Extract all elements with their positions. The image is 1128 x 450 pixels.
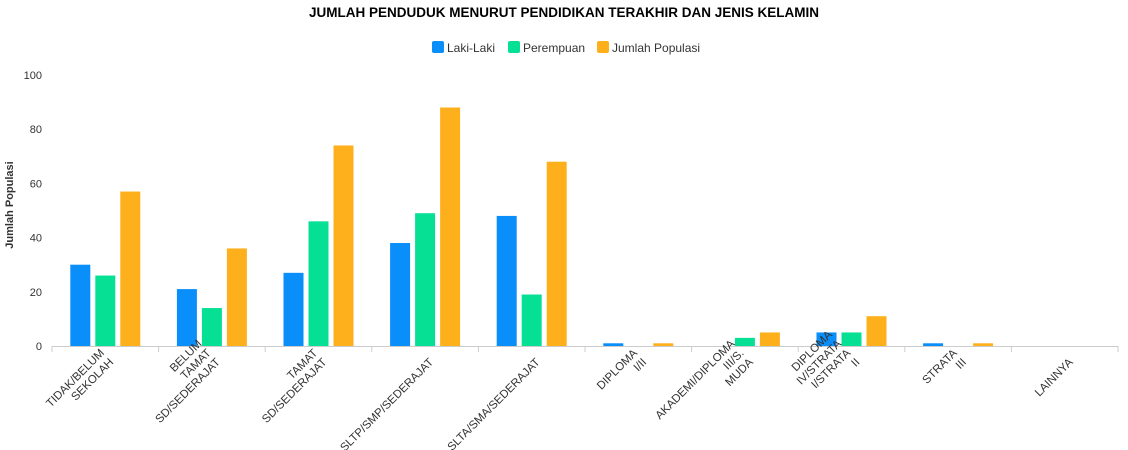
y-tick-label: 60 <box>30 178 42 190</box>
bar[interactable] <box>973 343 994 346</box>
y-tick-label: 20 <box>30 287 42 299</box>
x-tick-label: DIPLOMAI/II <box>595 347 650 402</box>
legend-label: Jumlah Populasi <box>612 41 700 55</box>
bar[interactable] <box>415 213 436 346</box>
bar[interactable] <box>521 294 542 346</box>
bar[interactable] <box>496 215 517 346</box>
bar[interactable] <box>546 161 567 346</box>
bar[interactable] <box>283 272 304 346</box>
x-tick-label: AKADEMI/DIPLOMAIII/S.MUDA <box>654 338 757 441</box>
legend-label: Perempuan <box>523 41 585 55</box>
bar[interactable] <box>841 332 862 346</box>
legend-item[interactable]: Perempuan <box>508 41 585 55</box>
legend-swatch <box>432 41 444 53</box>
y-tick-label: 40 <box>30 233 42 245</box>
bar[interactable] <box>866 316 887 346</box>
legend-swatch <box>508 41 520 53</box>
bars-group <box>70 107 994 347</box>
x-tick-label: SLTA/SMA/SEDERAJAT <box>446 356 543 450</box>
bar[interactable] <box>120 191 141 346</box>
bar[interactable] <box>759 332 780 346</box>
bar[interactable] <box>390 243 411 346</box>
legend-swatch <box>597 41 609 53</box>
bar[interactable] <box>440 107 461 347</box>
bar[interactable] <box>333 145 354 346</box>
bar[interactable] <box>603 343 624 346</box>
x-tick-label: SLTP/SMP/SEDERAJAT <box>338 356 436 450</box>
x-tick-label: TAMATSD/SEDERAJAT <box>251 347 330 426</box>
legend-label: Laki-Laki <box>447 41 495 55</box>
legend-item[interactable]: Jumlah Populasi <box>597 41 700 55</box>
bar[interactable] <box>923 343 944 346</box>
bar[interactable] <box>734 337 755 346</box>
x-tick-label: TIDAK/BELUMSEKOLAH <box>44 347 116 419</box>
y-tick-label: 80 <box>30 124 42 136</box>
legend-item[interactable]: Laki-Laki <box>432 41 495 55</box>
y-axis: 0 20 40 60 80 100 <box>24 70 42 353</box>
x-tick-label: BELUMTAMATSD/SEDERAJAT <box>135 338 223 426</box>
bar[interactable] <box>70 264 91 346</box>
bar[interactable] <box>201 308 222 346</box>
x-tick-label: LAINNYA <box>1033 356 1076 399</box>
y-axis-title: Jumlah Populasi <box>4 161 16 248</box>
y-tick-label: 0 <box>36 341 42 353</box>
bar[interactable] <box>95 275 116 346</box>
bar[interactable] <box>176 289 197 346</box>
chart-title: JUMLAH PENDUDUK MENURUT PENDIDIKAN TERAK… <box>309 5 819 20</box>
bar[interactable] <box>308 221 329 346</box>
legend: Laki-Laki Perempuan Jumlah Populasi <box>432 41 700 55</box>
x-tick-label: STRATAIII <box>920 347 969 396</box>
y-tick-label: 100 <box>24 70 42 82</box>
bar[interactable] <box>653 343 674 346</box>
bar[interactable] <box>226 248 247 346</box>
bar[interactable] <box>816 332 837 346</box>
